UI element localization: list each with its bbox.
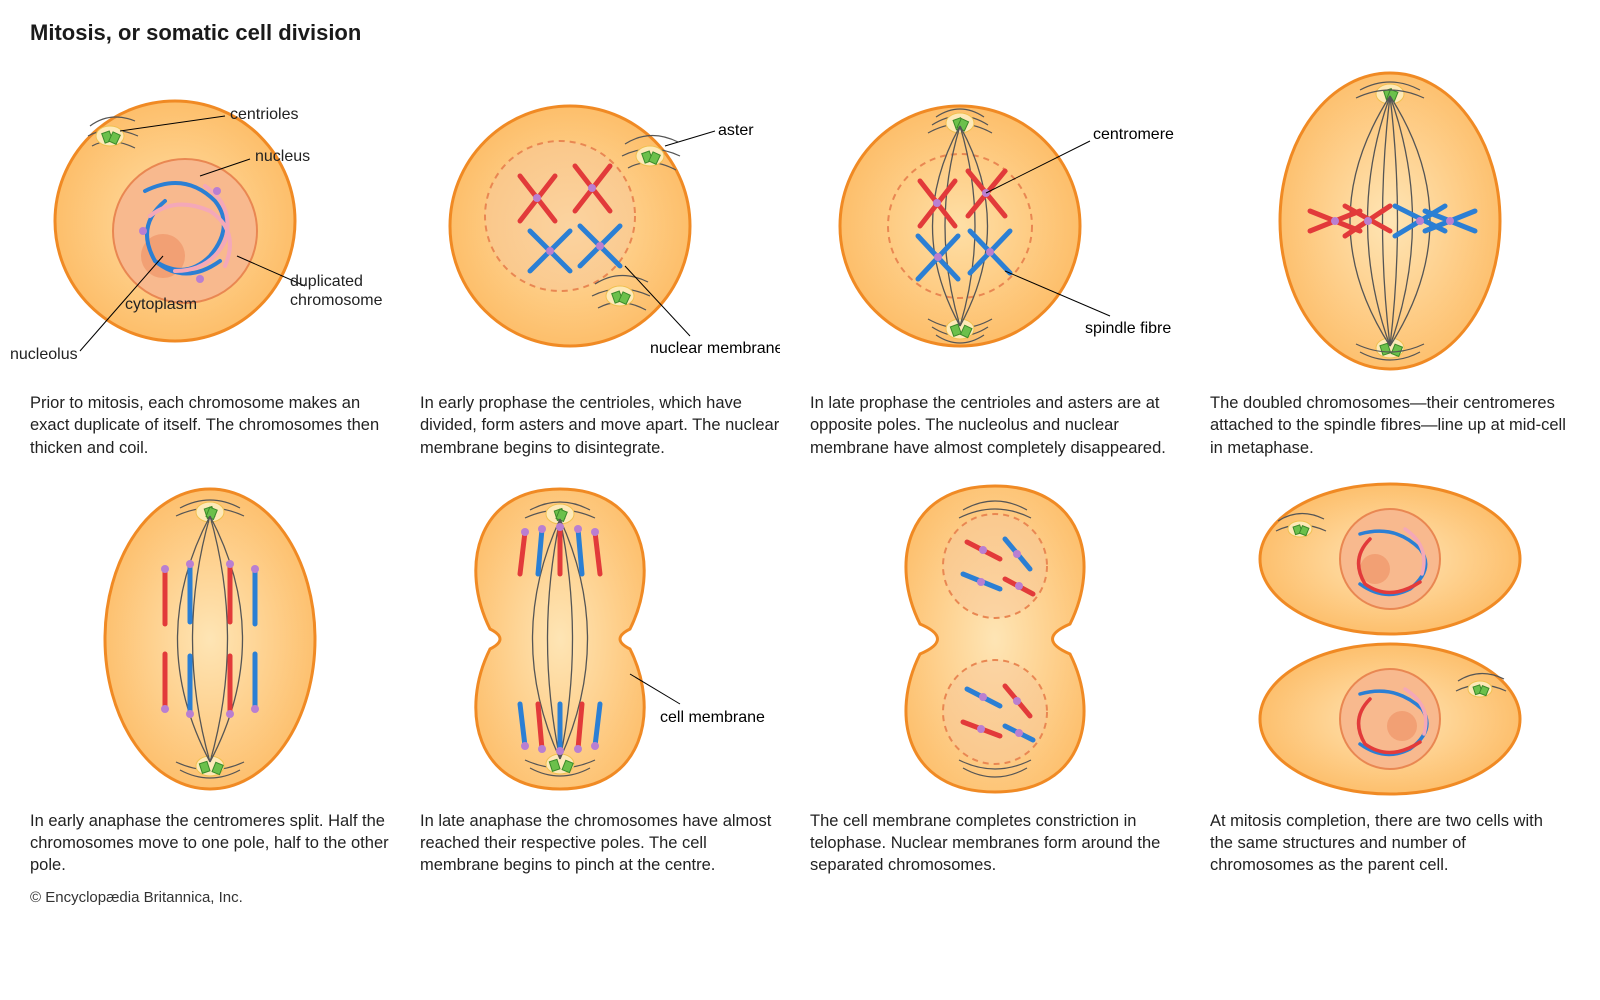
panel-7: The cell membrane completes constriction…	[810, 474, 1180, 877]
label-nucleolus: nucleolus	[10, 346, 78, 364]
panel-2: aster nuclear membrane In early prophase…	[420, 56, 780, 459]
caption-1: Prior to mitosis, each chromosome makes …	[30, 392, 390, 459]
svg-text:nucleus: nucleus	[255, 148, 310, 165]
cell-stage-7	[855, 474, 1135, 804]
panel-3: centromere spindle fibre In late prophas…	[810, 56, 1180, 459]
cell-stage-4	[1250, 56, 1530, 386]
svg-text:cytoplasm: cytoplasm	[125, 296, 197, 313]
cell-stage-1: centrioles nucleus duplicated chromosome…	[35, 61, 385, 381]
cell-stage-6: cell membrane	[420, 474, 780, 804]
svg-text:duplicated: duplicated	[290, 273, 363, 290]
caption-8: At mitosis completion, there are two cel…	[1210, 810, 1570, 877]
panel-4: The doubled chromosomes—their centromere…	[1210, 56, 1570, 459]
caption-6: In late anaphase the chromosomes have al…	[420, 810, 780, 877]
svg-text:chromosome: chromosome	[290, 292, 383, 309]
caption-2: In early prophase the centrioles, which …	[420, 392, 780, 459]
panel-5: In early anaphase the centromeres split.…	[30, 474, 390, 877]
cell-stage-3: centromere spindle fibre	[810, 61, 1180, 381]
panel-6: cell membrane In late anaphase the chrom…	[420, 474, 780, 877]
caption-7: The cell membrane completes constriction…	[810, 810, 1180, 877]
svg-text:centromere: centromere	[1093, 126, 1174, 143]
cell-stage-2: aster nuclear membrane	[420, 61, 780, 381]
caption-3: In late prophase the centrioles and aste…	[810, 392, 1180, 459]
svg-text:spindle fibre: spindle fibre	[1085, 320, 1171, 337]
svg-text:cell membrane: cell membrane	[660, 709, 765, 726]
svg-text:nuclear membrane: nuclear membrane	[650, 340, 780, 357]
caption-4: The doubled chromosomes—their centromere…	[1210, 392, 1570, 459]
cell-stage-8	[1240, 474, 1540, 804]
svg-text:aster: aster	[718, 122, 754, 139]
page-title: Mitosis, or somatic cell division	[30, 20, 1570, 46]
caption-5: In early anaphase the centromeres split.…	[30, 810, 390, 877]
svg-text:centrioles: centrioles	[230, 106, 298, 123]
diagram-grid: nucleolus	[30, 56, 1570, 877]
cell-stage-5	[70, 474, 350, 804]
copyright: © Encyclopædia Britannica, Inc.	[30, 889, 1570, 906]
panel-8: At mitosis completion, there are two cel…	[1210, 474, 1570, 877]
panel-1: nucleolus	[30, 56, 390, 459]
